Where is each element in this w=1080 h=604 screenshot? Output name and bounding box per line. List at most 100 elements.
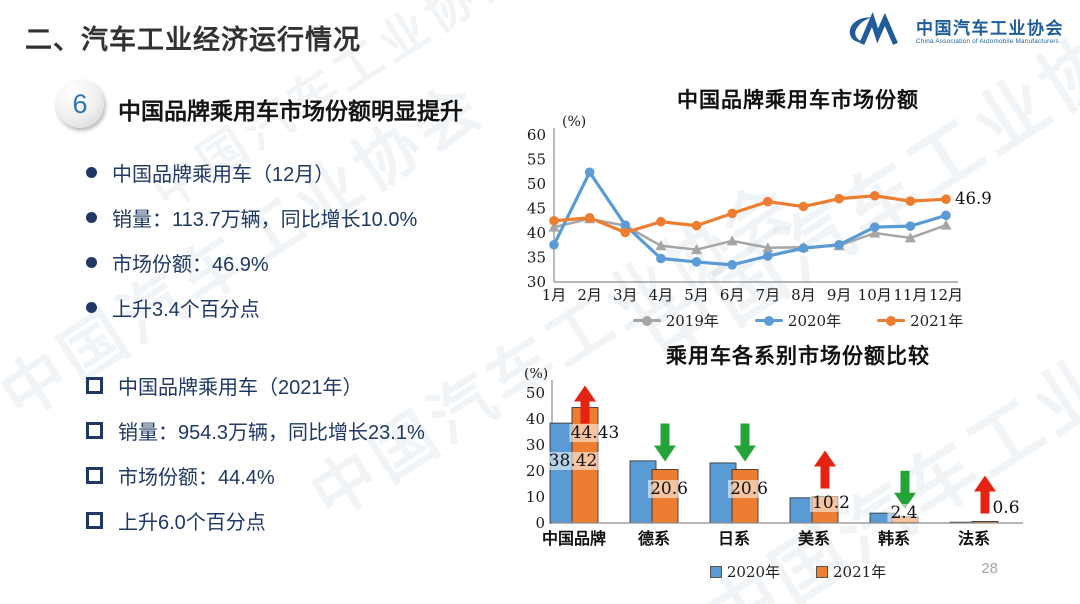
data-point [905,196,916,206]
value-label-bg [887,504,921,522]
bullet-circle-icon [86,212,97,223]
data-point [726,235,738,246]
legend-item-2021年: 2021年 [877,310,963,331]
y-tick-label: 10 [526,488,545,506]
data-point [548,221,560,232]
legend-item-2020年: 2020年 [709,561,780,582]
logo-org-name-en: China Association of Automobile Manufact… [916,38,1059,46]
bullet-text: 销量：113.7万辆，同比增长10.0% [112,209,418,231]
y-tick-label: 0 [535,514,545,532]
line-chart-figure: 中国品牌乘用车市场份额 30 35 40 45 50 55 60 (%) 1月 2月 3月 4月 5月 6… [518,84,1078,331]
x-tick-label: 9月 [827,286,852,304]
x-category-label: 法系 [958,529,990,548]
x-category-label: 德系 [638,529,670,548]
legend-item-2021年: 2021年 [816,561,886,582]
line-chart-title: 中国品牌乘用车市场份额 [677,89,919,112]
data-point [762,242,774,253]
logo-org-name-cn: 中国汽车工业协会 [916,18,1064,38]
bullet-text: 上升6.0个百分点 [118,512,266,534]
bullet-circle-icon [86,302,97,313]
legend-line-marker-icon [877,315,906,326]
section-heading: 中国品牌乘用车市场份额明显提升 [118,98,463,124]
x-tick-label: 7月 [756,286,781,304]
bullet-item: 上升3.4个百分点 [86,285,417,330]
data-point [904,232,916,243]
value-label: 20.6 [650,479,688,499]
bullet-item: 销量：113.7万辆，同比增长10.0% [86,195,417,240]
y-tick-label: 50 [527,175,546,193]
trend-arrow-up-icon [974,475,996,514]
legend-label: 2020年 [787,312,842,330]
line-series-2019年 [552,217,948,251]
section-number-badge: 6 [56,80,104,128]
bullet-item: 上升6.0个百分点 [86,498,425,543]
bullet-group-december: 中国品牌乘用车（12月） 销量：113.7万辆，同比增长10.0% 市场份额：46.… [86,150,417,330]
data-point [941,194,951,204]
data-point [869,227,881,238]
trend-arrow-down-icon [654,423,676,462]
bullet-square-icon [86,467,103,484]
legend-line-marker-icon [754,315,783,326]
legend-label: 2021年 [833,563,887,581]
bullet-text: 销量：954.3万辆，同比增长23.1% [118,422,425,444]
bar-chart-svg: 0 10 20 30 40 50 (%) 中国品牌 德系 日系 美系 韩系 法系 44.43 20.6 20.… [524,366,1023,548]
data-point [727,260,737,270]
data-point [549,215,559,226]
data-point [940,219,952,230]
legend-item-2019年: 2019年 [632,310,719,331]
page-number: 28 [981,560,998,577]
x-tick-label: 5月 [684,286,709,304]
bullet-square-icon [86,422,103,439]
end-value-label: 46.9 [955,189,992,208]
line-series-2020年 [552,170,948,267]
legend-label: 2019年 [665,312,719,330]
bullet-item: 市场份额：44.4% [86,453,425,498]
legend-square-marker-icon [709,565,722,578]
data-point [691,257,702,267]
y-tick-label: 60 [527,126,546,144]
data-point [727,208,737,219]
x-tick-label: 10月 [858,286,892,304]
x-tick-label: 6月 [720,286,745,304]
caam-logo: 中国汽车工业协会 China Association of Automobile… [842,10,1064,54]
x-tick-label: 4月 [649,286,674,304]
x-tick-label: 2月 [577,286,602,304]
x-tick-label: 12月 [929,286,963,304]
data-point [691,220,702,231]
data-point [869,222,880,232]
data-point [869,190,880,201]
bullet-text: 中国品牌乘用车（12月） [112,164,335,186]
data-point [691,244,703,255]
data-point [584,213,595,223]
value-label-bg [728,480,770,498]
y-axis-unit-label: (%) [562,114,586,130]
bullet-text: 中国品牌乘用车（2021年） [118,377,363,399]
x-tick-label: 11月 [893,286,927,304]
y-tick-label: 30 [526,436,545,454]
bar-chart-legend: 2020年 2021年 [518,561,1078,582]
value-label: 0.6 [992,498,1019,518]
data-point [834,193,844,204]
data-point [620,220,631,230]
bullet-square-icon [86,512,103,529]
value-label-bg [648,480,690,498]
bullet-circle-icon [86,257,97,268]
value-label-bg [547,452,599,470]
x-category-label: 美系 [798,529,830,548]
y-tick-label: 20 [526,462,545,480]
legend-square-marker-icon [816,565,828,578]
x-category-label: 日系 [718,529,750,548]
trend-arrow-up-icon [574,385,596,424]
value-label: 2.4 [890,503,917,523]
line-series-2021年 [552,194,948,235]
line-chart-legend: 2019年 2020年 2021年 [518,310,1078,331]
y-tick-label: 50 [526,384,545,402]
slide-title: 二、汽车工业经济运行情况 [25,25,361,55]
y-tick-label: 35 [527,249,546,267]
trend-arrow-down-icon [734,423,756,462]
data-point [656,253,666,264]
x-category-label: 韩系 [878,529,910,548]
bar-chart-figure: 乘用车各系别市场份额比较 0 10 20 30 40 50 (%) 中国品牌 德系 日系 美系 韩系 法… [518,340,1078,582]
value-label-bg [989,499,1023,517]
